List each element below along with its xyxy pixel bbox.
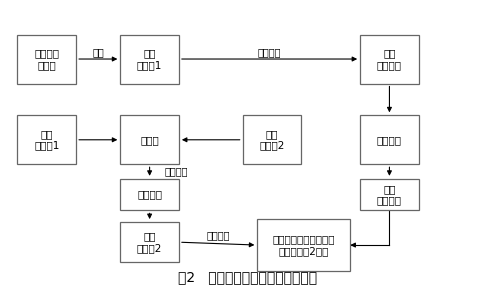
Bar bbox=[120, 34, 179, 83]
Bar bbox=[120, 115, 179, 164]
Text: 图2   差动控制技术控制回路原理图: 图2 差动控制技术控制回路原理图 bbox=[178, 270, 317, 284]
Bar bbox=[120, 222, 179, 262]
Text: 加载正确: 加载正确 bbox=[377, 135, 402, 145]
Text: 电压信号: 电压信号 bbox=[165, 166, 188, 176]
Bar bbox=[360, 115, 419, 164]
Bar bbox=[17, 115, 76, 164]
Text: 加法器: 加法器 bbox=[140, 135, 159, 145]
Text: 产生阀驱动命令，控制
位控作动筒2动作: 产生阀驱动命令，控制 位控作动筒2动作 bbox=[273, 234, 335, 256]
Text: 位移
传感器2: 位移 传感器2 bbox=[259, 129, 285, 151]
Text: 控制通道: 控制通道 bbox=[137, 190, 162, 200]
Text: 控制: 控制 bbox=[93, 47, 104, 57]
Bar bbox=[243, 115, 301, 164]
Bar bbox=[17, 34, 76, 83]
Text: 位移
传感器1: 位移 传感器1 bbox=[34, 129, 59, 151]
Bar bbox=[120, 179, 179, 211]
Text: 保证
载荷方向: 保证 载荷方向 bbox=[377, 184, 402, 206]
Text: 实施加载: 实施加载 bbox=[258, 47, 281, 57]
Bar bbox=[257, 219, 350, 271]
Text: 力控
作动筒1: 力控 作动筒1 bbox=[137, 48, 162, 70]
Bar bbox=[360, 179, 419, 211]
Text: 位控
作动筒2: 位控 作动筒2 bbox=[137, 231, 162, 253]
Bar bbox=[360, 34, 419, 83]
Text: 保证
载荷大小: 保证 载荷大小 bbox=[377, 48, 402, 70]
Text: 航向载荷
传感器: 航向载荷 传感器 bbox=[34, 48, 59, 70]
Text: 误差控制: 误差控制 bbox=[206, 230, 230, 240]
